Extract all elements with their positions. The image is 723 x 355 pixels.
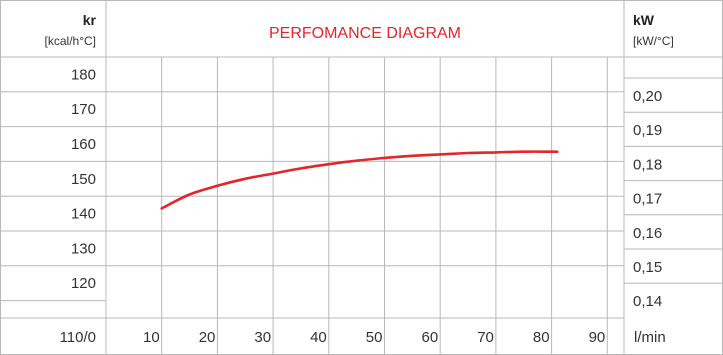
x-tick-label: 30 <box>254 329 271 346</box>
right-tick-label: 0,14 <box>633 293 662 310</box>
grid <box>106 57 624 355</box>
x-origin-label: 110/0 <box>60 329 96 346</box>
x-tick-label: 10 <box>143 329 160 346</box>
right-tick-label: 0,18 <box>633 156 662 173</box>
left-tick-label: 160 <box>71 136 96 153</box>
left-tick-label: 120 <box>71 275 96 292</box>
left-axis-label: kr <box>83 12 97 28</box>
right-tick-label: 0,19 <box>633 122 662 139</box>
left-axis-unit: [kcal/h°C] <box>45 34 96 48</box>
right-tick-label: 0,20 <box>633 88 662 105</box>
x-axis-unit: l/min <box>634 329 666 346</box>
left-tick-label: 140 <box>71 206 96 223</box>
right-tick-label: 0,17 <box>633 191 662 208</box>
x-tick-label: 70 <box>477 329 494 346</box>
x-tick-label: 80 <box>533 329 550 346</box>
x-tick-label: 50 <box>366 329 383 346</box>
left-tick-label: 130 <box>71 240 96 257</box>
left-tick-label: 170 <box>71 101 96 118</box>
right-tick-label: 0,16 <box>633 225 662 242</box>
left-axis: 180 170 160 150 140 130 120 <box>0 66 106 302</box>
x-axis: 110/0 10 20 30 40 50 60 70 80 90 l/min <box>60 329 666 346</box>
left-tick-label: 150 <box>71 171 96 188</box>
performance-curve <box>160 150 559 210</box>
right-axis: 0,20 0,19 0,18 0,17 0,16 0,15 0,14 <box>624 77 723 310</box>
x-tick-label: 90 <box>589 329 606 346</box>
x-tick-label: 60 <box>422 329 439 346</box>
right-axis-unit: [kW/°C] <box>633 34 674 48</box>
left-tick-label: 180 <box>71 66 96 83</box>
x-tick-label: 40 <box>310 329 327 346</box>
right-tick-label: 0,15 <box>633 259 662 276</box>
chart-title: PERFOMANCE DIAGRAM <box>269 25 461 42</box>
x-tick-label: 20 <box>199 329 216 346</box>
right-axis-label: kW <box>633 12 655 28</box>
